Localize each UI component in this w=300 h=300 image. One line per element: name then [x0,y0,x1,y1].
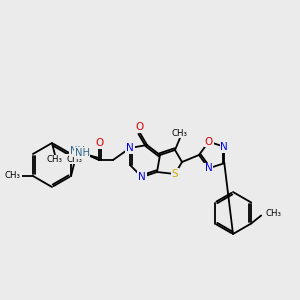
Text: CH₃: CH₃ [265,209,281,218]
Text: S: S [172,169,178,179]
Text: CH₃: CH₃ [66,154,82,164]
Text: O: O [136,122,144,132]
Text: N: N [220,142,228,152]
Text: N: N [126,143,134,153]
Text: CH₃: CH₃ [5,172,21,181]
Text: N: N [205,163,212,173]
Text: NH: NH [74,148,89,158]
Text: CH₃: CH₃ [172,128,188,137]
Text: O: O [205,137,213,147]
Text: CH₃: CH₃ [47,155,63,164]
Text: NH: NH [70,146,85,156]
Text: N: N [138,172,146,182]
Text: O: O [95,138,103,148]
